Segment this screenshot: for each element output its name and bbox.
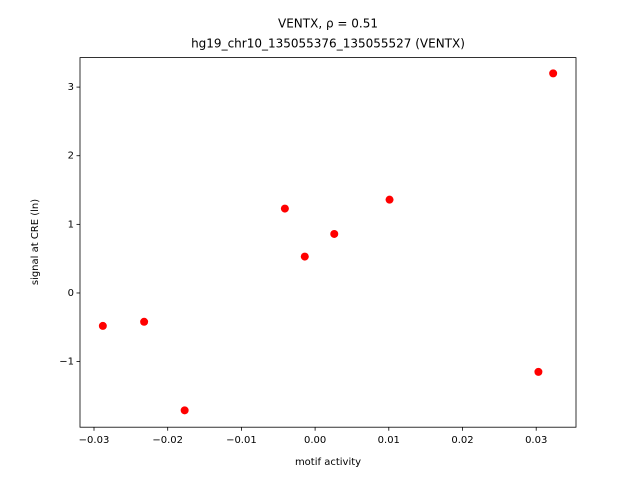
x-tick-label: 0.03: [525, 435, 547, 446]
x-tick-label: 0.02: [451, 435, 473, 446]
chart-subtitle: hg19_chr10_135055376_135055527 (VENTX): [191, 37, 465, 51]
x-tick-label: −0.01: [226, 435, 257, 446]
point: [140, 317, 149, 326]
point: [385, 195, 394, 204]
x-tick-label: −0.02: [152, 435, 183, 446]
point: [98, 321, 107, 330]
point: [180, 406, 189, 415]
point: [300, 252, 309, 261]
x-tick-label: 0.00: [304, 435, 326, 446]
y-tick-label: −1: [59, 357, 74, 368]
x-tick-label: −0.03: [79, 435, 110, 446]
y-tick-label: 1: [68, 219, 74, 230]
point: [534, 367, 543, 376]
point: [330, 229, 339, 238]
plot-frame: [79, 57, 577, 428]
x-axis-label: motif activity: [295, 457, 361, 468]
point: [280, 204, 289, 213]
point: [549, 69, 558, 78]
y-tick-label: 3: [68, 82, 74, 93]
y-tick-label: 0: [68, 288, 74, 299]
chart-title: VENTX, ρ = 0.51: [278, 17, 378, 31]
y-axis-label: signal at CRE (ln): [30, 199, 41, 285]
x-tick-label: 0.01: [378, 435, 400, 446]
y-tick-label: 2: [68, 151, 74, 162]
